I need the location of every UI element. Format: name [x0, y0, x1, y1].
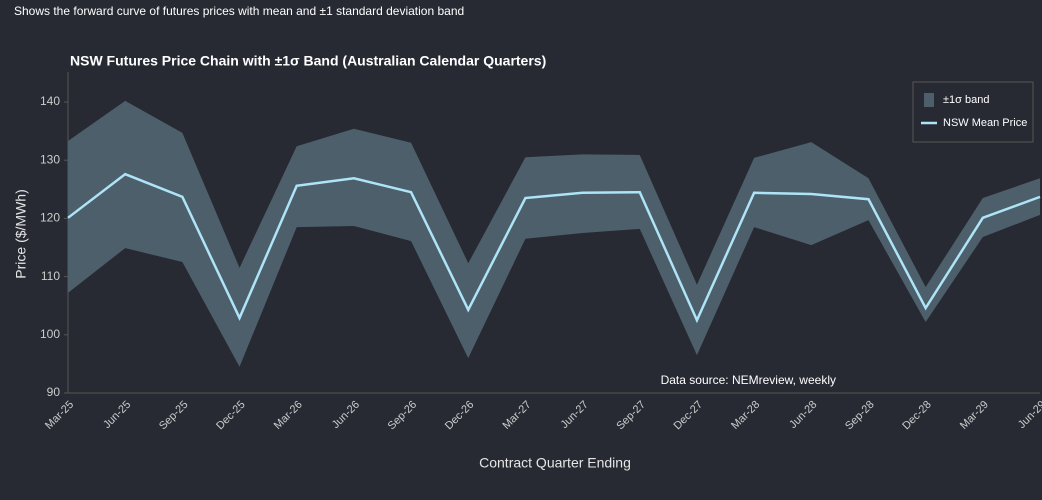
y-tick-label: 100: [40, 327, 60, 341]
y-tick-label: 110: [41, 269, 60, 283]
y-axis-label: Price ($/MWh): [13, 189, 29, 278]
y-tick-label: 140: [40, 94, 60, 108]
x-axis-label: Contract Quarter Ending: [479, 455, 631, 471]
y-tick-label: 130: [40, 152, 60, 166]
chart-title: NSW Futures Price Chain with ±1σ Band (A…: [70, 53, 546, 69]
legend-label: ±1σ band: [943, 94, 989, 106]
legend-box: [912, 81, 1034, 143]
caption: Shows the forward curve of futures price…: [14, 4, 464, 18]
y-tick-label: 120: [40, 211, 60, 225]
mean-line: [67, 172, 1041, 324]
band-area: [68, 100, 1040, 367]
legend-swatch-band: [924, 93, 934, 107]
legend-label: NSW Mean Price: [943, 117, 1027, 129]
y-tick-label: 90: [47, 385, 61, 399]
annotation: Data source: NEMreview, weekly: [661, 373, 836, 387]
